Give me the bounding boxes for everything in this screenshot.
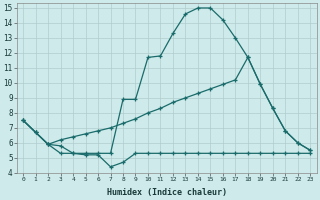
X-axis label: Humidex (Indice chaleur): Humidex (Indice chaleur) — [107, 188, 227, 197]
